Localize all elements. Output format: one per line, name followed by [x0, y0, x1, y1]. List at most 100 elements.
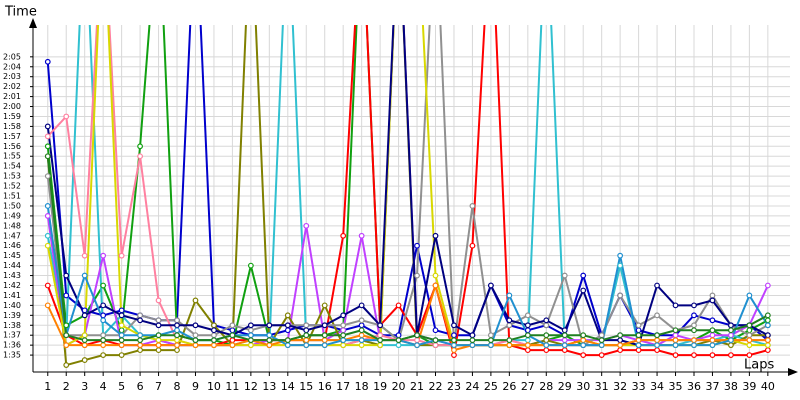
lap-marker: [137, 347, 143, 354]
lap-marker: [746, 327, 753, 334]
lap-marker: [451, 337, 457, 344]
lap-marker: [174, 332, 180, 339]
lap-marker: [192, 332, 199, 339]
lap-marker: [709, 337, 716, 344]
x-tick-label: 27: [521, 380, 535, 393]
lap-marker: [284, 322, 291, 329]
lap-marker: [561, 337, 568, 344]
lap-marker: [358, 342, 365, 349]
lap-marker: [284, 327, 291, 334]
y-tick-label: 1:51: [3, 192, 21, 201]
lap-marker: [451, 347, 457, 354]
lap-marker: [764, 317, 771, 324]
lap-marker: [81, 332, 88, 339]
lap-marker: [118, 332, 125, 339]
x-tick-label: 20: [392, 380, 406, 393]
lap-marker: [728, 337, 734, 344]
lap-marker: [672, 327, 679, 334]
lap-marker: [580, 337, 587, 344]
lap-marker: [118, 307, 125, 314]
y-tick-label: 2:04: [3, 62, 21, 71]
lap-marker: [395, 337, 402, 344]
lap-marker: [44, 58, 51, 65]
lap-marker: [340, 312, 347, 319]
x-tick-label: 17: [336, 380, 350, 393]
y-tick-label: 1:37: [3, 331, 21, 340]
x-tick-label: 28: [539, 380, 553, 393]
lap-marker: [728, 322, 734, 329]
y-tick-label: 1:50: [3, 201, 21, 210]
lap-marker: [672, 352, 679, 358]
y-tick-label: 1:43: [3, 271, 21, 280]
lap-marker: [709, 292, 716, 299]
x-tick-label: 15: [299, 380, 313, 393]
lap-marker: [321, 337, 328, 344]
x-tick-label: 1: [44, 380, 51, 393]
lap-marker: [654, 332, 660, 339]
lap-marker: [432, 342, 439, 349]
lap-marker: [174, 337, 180, 344]
lap-marker: [764, 342, 771, 349]
y-tick-label: 1:45: [3, 251, 21, 260]
x-tick-label: 36: [687, 380, 701, 393]
lap-marker: [543, 342, 550, 349]
lap-marker: [654, 312, 660, 319]
lap-marker: [100, 317, 107, 324]
lap-marker: [598, 352, 605, 358]
y-tick-label: 1:42: [3, 281, 21, 290]
x-tick-label: 38: [724, 380, 738, 393]
lap-marker: [580, 342, 587, 349]
lap-marker: [340, 337, 347, 344]
lap-marker: [635, 327, 642, 334]
lap-marker: [229, 327, 236, 334]
lap-marker: [617, 252, 624, 259]
lap-marker: [303, 322, 310, 329]
lap-marker: [303, 327, 310, 334]
x-tick-label: 14: [281, 380, 295, 393]
series-line: [46, 205, 769, 347]
lap-marker: [746, 352, 753, 358]
lap-marker: [709, 342, 716, 349]
lap-marker: [137, 337, 143, 344]
y-tick-label: 2:00: [3, 102, 21, 111]
lap-marker: [746, 292, 753, 299]
y-tick-label: 2:05: [3, 52, 21, 61]
lap-marker: [155, 337, 162, 344]
lap-marker: [414, 337, 420, 344]
x-tick-label: 9: [192, 380, 199, 393]
lap-marker: [81, 312, 88, 319]
lap-marker: [174, 342, 180, 349]
lap-marker: [63, 113, 70, 120]
lap-marker: [561, 327, 568, 334]
lap-marker: [229, 332, 236, 339]
lap-marker: [211, 332, 217, 339]
lap-marker: [137, 342, 143, 349]
lap-marker: [432, 337, 439, 344]
x-tick-label: 25: [484, 380, 498, 393]
lap-marker: [44, 282, 51, 289]
y-tick-label: 1:57: [3, 132, 21, 141]
y-tick-label: 1:40: [3, 301, 21, 310]
x-tick-label: 10: [207, 380, 221, 393]
x-tick-label: 26: [502, 380, 516, 393]
lap-marker: [635, 322, 642, 329]
lap-marker: [432, 232, 439, 239]
lap-marker: [303, 332, 310, 339]
y-tick-label: 2:01: [3, 92, 21, 101]
x-tick-label: 3: [81, 380, 88, 393]
lap-marker: [654, 337, 660, 344]
lap-marker: [395, 342, 402, 349]
lap-marker: [414, 342, 420, 349]
lap-marker: [284, 312, 291, 319]
x-tick-label: 8: [174, 380, 181, 393]
series-lines: [44, 25, 771, 368]
lap-marker: [487, 332, 494, 339]
lap-marker: [764, 337, 771, 344]
lap-marker: [451, 342, 457, 349]
lap-marker: [506, 292, 513, 299]
x-tick-label: 30: [576, 380, 590, 393]
lap-marker: [543, 337, 550, 344]
lap-marker: [709, 317, 716, 324]
lap-marker: [524, 347, 531, 354]
lap-marker: [229, 342, 236, 349]
